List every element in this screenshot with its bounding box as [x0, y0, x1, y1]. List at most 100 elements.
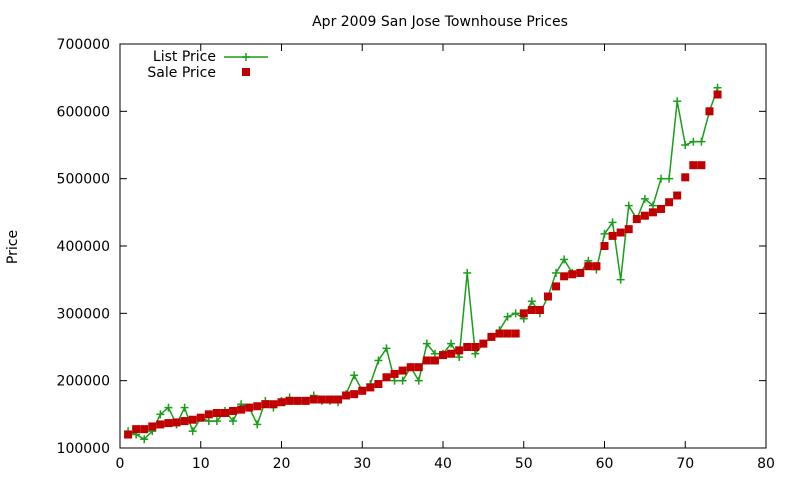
sale-price-point [713, 90, 722, 99]
sale-price-point [640, 211, 649, 220]
list-price-point [657, 174, 666, 183]
sale-price-point [269, 400, 278, 409]
x-tick-label: 80 [757, 456, 775, 472]
sale-price-point [608, 231, 617, 240]
sale-price-point [172, 418, 181, 427]
sale-price-point [568, 270, 577, 279]
list-price-point [673, 97, 682, 106]
sale-price-point [382, 373, 391, 382]
y-tick-label: 300000 [57, 306, 110, 322]
y-tick-label: 200000 [57, 374, 110, 390]
plot-frame [119, 43, 767, 449]
list-price-point [156, 410, 165, 419]
y-tick-label: 600000 [57, 104, 110, 120]
sale-price-point [552, 282, 561, 291]
sale-price-point [237, 405, 246, 414]
y-tick-label: 100000 [57, 441, 110, 457]
sale-price-point [487, 332, 496, 341]
list-price-point [608, 218, 617, 227]
sale-price-point [180, 417, 189, 426]
sale-price-point [366, 383, 375, 392]
sale-price-point [657, 204, 666, 213]
list-price-point [697, 137, 706, 146]
x-tick-label: 60 [596, 456, 614, 472]
sale-price-point [463, 343, 472, 351]
sale-price-point [455, 346, 464, 355]
list-price-point [188, 427, 197, 436]
sale-price-point [285, 396, 294, 405]
sale-price-point [212, 408, 221, 417]
list-price-point [374, 356, 383, 365]
x-tick-label: 30 [353, 456, 371, 472]
list-price-point [600, 229, 609, 238]
sale-price-point [148, 422, 157, 431]
sale-price-point [220, 408, 229, 417]
list-price-point [624, 201, 633, 210]
list-price-point [503, 312, 512, 321]
list-price-point [463, 268, 472, 277]
legend-label-list-price: List Price [153, 49, 216, 65]
sale-price-point [132, 425, 141, 434]
sale-price-point [616, 228, 625, 237]
list-price-point [140, 435, 149, 444]
sale-price-point [439, 351, 447, 360]
x-axis: 0 10 20 30 40 50 60 70 80 [116, 44, 775, 472]
sale-price-point [334, 395, 343, 404]
sale-price-point [705, 107, 714, 116]
list-price-point [422, 339, 431, 348]
sale-price-point [317, 395, 326, 404]
list-price-point [398, 376, 407, 385]
x-tick-label: 70 [676, 456, 694, 472]
sale-price-point [527, 305, 536, 314]
sale-price-point [624, 225, 633, 234]
legend: List Price Sale Price [147, 49, 268, 81]
y-tick-label: 500000 [57, 172, 110, 188]
list-price-point [648, 201, 657, 210]
sale-price-point [697, 161, 706, 170]
list-price-point [689, 137, 698, 146]
sale-price-point [406, 363, 415, 372]
list-price-point [527, 297, 536, 306]
sale-price-point [164, 419, 173, 428]
list-price-point [681, 141, 690, 149]
sale-price-point [301, 396, 310, 405]
list-price-point [350, 371, 359, 380]
sale-price-point [188, 415, 197, 424]
sale-price-point [358, 386, 367, 395]
sale-price-point [689, 161, 698, 170]
y-axis: 100000 200000 300000 400000 500000 600000 7000… [57, 37, 766, 457]
list-price-point [455, 353, 464, 362]
sale-price-point [277, 398, 286, 407]
sale-price-point [495, 329, 504, 338]
sale-price-point [447, 349, 456, 358]
list-price-point [382, 344, 391, 353]
sale-price-point [600, 242, 609, 250]
plot-area [124, 83, 722, 444]
y-tick-label: 700000 [57, 37, 110, 53]
list-price-point [212, 417, 221, 426]
sale-price-point [511, 329, 520, 338]
sale-price-point [592, 262, 601, 271]
sale-price-point [576, 268, 585, 277]
sale-price-point [245, 403, 254, 412]
sale-price-point [665, 198, 674, 207]
sale-price-point [398, 366, 407, 375]
sale-price-point [253, 402, 262, 411]
list-price-point [447, 339, 456, 348]
x-tick-label: 10 [192, 456, 210, 472]
sale-price-point [374, 380, 383, 389]
list-price-point [204, 417, 213, 426]
sale-price-point [681, 173, 690, 182]
list-price-point [390, 376, 399, 385]
sale-price-point [325, 395, 334, 404]
sale-price-point [229, 406, 238, 415]
list-price-point [253, 420, 262, 429]
sale-price-point [560, 272, 569, 281]
sale-price-point [471, 343, 480, 351]
list-price-point [511, 309, 520, 318]
chart-title: Apr 2009 San Jose Townhouse Prices [312, 14, 568, 30]
sale-price-point [673, 191, 682, 200]
list-price-point [471, 349, 480, 358]
list-price-point [665, 174, 674, 183]
y-tick-label: 400000 [57, 239, 110, 255]
